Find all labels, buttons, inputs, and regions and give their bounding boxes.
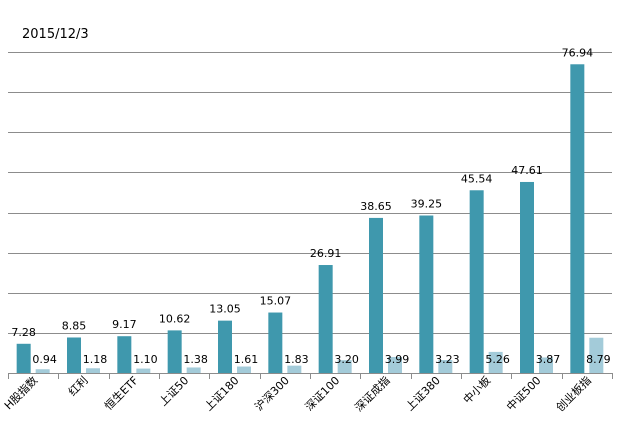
bar-series-2-4 xyxy=(237,366,251,373)
value-label-series-1-9: 45.54 xyxy=(461,172,493,185)
category-label-9: 中小板 xyxy=(460,373,493,406)
bar-series-1-0 xyxy=(16,343,31,373)
value-label-series-1-0: 7.28 xyxy=(11,326,36,339)
bar-series-1-8 xyxy=(419,215,434,373)
value-label-series-2-3: 1.38 xyxy=(183,353,208,366)
value-label-series-2-6: 3.20 xyxy=(334,353,359,366)
bar-series-1-3 xyxy=(167,330,182,373)
value-label-series-1-3: 10.62 xyxy=(159,312,191,325)
bar-series-2-8 xyxy=(438,360,453,373)
value-label-series-1-5: 15.07 xyxy=(260,295,292,308)
value-label-series-2-8: 3.23 xyxy=(435,353,460,366)
category-label-1: 红利 xyxy=(66,374,91,399)
bar-series-1-2 xyxy=(117,336,132,373)
value-label-series-1-1: 8.85 xyxy=(62,319,87,332)
value-label-series-2-7: 3.99 xyxy=(385,353,410,366)
bar-series-2-2 xyxy=(136,368,151,373)
bar-series-1-5 xyxy=(268,312,283,373)
bar-series-2-6 xyxy=(337,360,352,373)
value-label-series-2-11: 8.79 xyxy=(586,353,611,366)
bar-series xyxy=(16,64,604,373)
bar-series-2-0 xyxy=(35,369,50,373)
value-label-series-2-1: 1.18 xyxy=(83,353,108,366)
category-label-10: 中证500 xyxy=(504,374,544,414)
bar-series-2-10 xyxy=(539,357,553,373)
category-label-11: 创业板指 xyxy=(553,373,594,414)
bar-series-2-11 xyxy=(589,337,604,373)
bar-series-2-5 xyxy=(287,365,302,373)
value-label-series-2-10: 3.87 xyxy=(536,353,561,366)
category-label-3: 上证50 xyxy=(157,374,192,409)
value-label-series-2-0: 0.94 xyxy=(32,353,57,366)
value-label-series-1-7: 38.65 xyxy=(360,200,392,213)
bar-series-1-11 xyxy=(570,64,585,373)
bar-series-2-3 xyxy=(186,367,201,373)
category-label-6: 深证100 xyxy=(303,374,343,414)
value-label-series-2-4: 1.61 xyxy=(234,353,259,366)
bar-series-2-9 xyxy=(488,351,503,373)
bar-series-1-10 xyxy=(520,181,534,373)
bar-series-1-7 xyxy=(369,217,383,373)
value-label-series-2-5: 1.83 xyxy=(284,353,309,366)
value-label-series-1-4: 13.05 xyxy=(209,303,241,316)
category-label-8: 上证380 xyxy=(403,374,443,414)
value-label-series-2-9: 5.26 xyxy=(485,353,510,366)
gridlines xyxy=(8,52,612,374)
value-label-series-1-11: 76.94 xyxy=(562,46,594,59)
x-axis: H股指数 红利 恒生ETF 上证50 上证180 沪深300 深证100 深证成指 上证380 中… xyxy=(1,373,613,414)
bar-series-2-7 xyxy=(388,356,402,373)
value-label-series-2-2: 1.10 xyxy=(133,353,158,366)
category-label-0: H股指数 xyxy=(1,373,40,412)
bar-series-1-4 xyxy=(218,320,232,373)
bar-series-1-9 xyxy=(469,190,484,373)
value-label-series-1-8: 39.25 xyxy=(411,198,443,211)
category-label-2: 恒生ETF xyxy=(101,373,141,413)
category-label-4: 上证180 xyxy=(202,374,242,414)
category-label-7: 深证成指 xyxy=(352,373,393,414)
bar-series-1-1 xyxy=(67,337,81,373)
value-label-series-1-6: 26.91 xyxy=(310,247,342,260)
bar-series-2-1 xyxy=(86,368,100,373)
value-label-series-1-10: 47.61 xyxy=(511,164,543,177)
chart-title: 2015/12/3 xyxy=(22,27,89,42)
value-labels: 7.28 0.94 8.85 1.18 9.17 1.10 10.62 1.38 13.05 1.… xyxy=(11,46,610,366)
value-label-series-1-2: 9.17 xyxy=(112,318,137,331)
bar-series-1-6 xyxy=(318,265,333,373)
category-label-5: 沪深300 xyxy=(252,373,292,413)
